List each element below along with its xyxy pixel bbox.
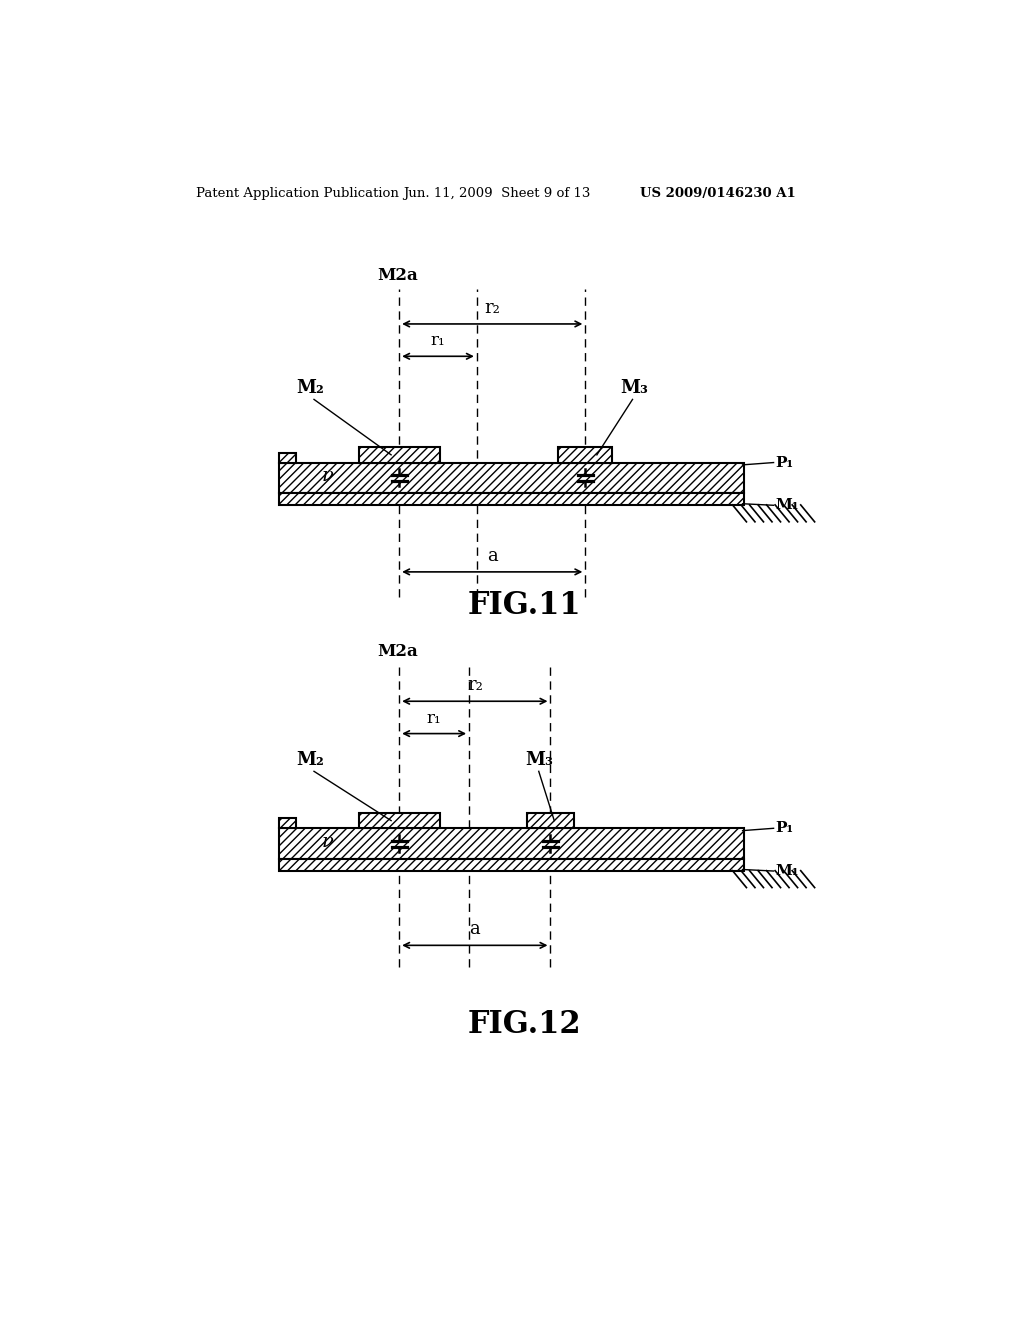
Bar	[280, 829, 744, 859]
Text: M₂: M₂	[296, 751, 324, 770]
Text: FIG.12: FIG.12	[468, 1010, 582, 1040]
Bar	[358, 447, 440, 462]
Text: r₂: r₂	[484, 300, 500, 317]
Bar	[280, 462, 744, 494]
Text: M2a: M2a	[377, 267, 418, 284]
Text: M2a: M2a	[377, 643, 418, 660]
Text: ν: ν	[322, 467, 333, 486]
Bar	[280, 818, 296, 829]
Text: M₃: M₃	[525, 751, 553, 770]
Text: M₁: M₁	[775, 865, 799, 878]
Bar	[280, 494, 744, 506]
Text: r₁: r₁	[427, 710, 441, 726]
Text: M₂: M₂	[296, 379, 324, 397]
Text: US 2009/0146230 A1: US 2009/0146230 A1	[640, 187, 796, 199]
Bar	[558, 447, 612, 462]
Text: r₁: r₁	[431, 333, 445, 350]
Text: a: a	[486, 546, 498, 565]
Text: P₁: P₁	[775, 821, 794, 836]
Text: r₂: r₂	[467, 676, 482, 694]
Bar	[358, 813, 440, 829]
Text: Jun. 11, 2009  Sheet 9 of 13: Jun. 11, 2009 Sheet 9 of 13	[403, 187, 591, 199]
Text: M₃: M₃	[621, 379, 648, 397]
Bar	[280, 453, 296, 462]
Text: M₁: M₁	[775, 498, 799, 512]
Bar	[527, 813, 573, 829]
Text: ν: ν	[322, 833, 333, 851]
Text: P₁: P₁	[775, 455, 794, 470]
Bar	[280, 859, 744, 871]
Text: a: a	[469, 920, 480, 939]
Text: Patent Application Publication: Patent Application Publication	[197, 187, 399, 199]
Text: FIG.11: FIG.11	[468, 590, 582, 620]
